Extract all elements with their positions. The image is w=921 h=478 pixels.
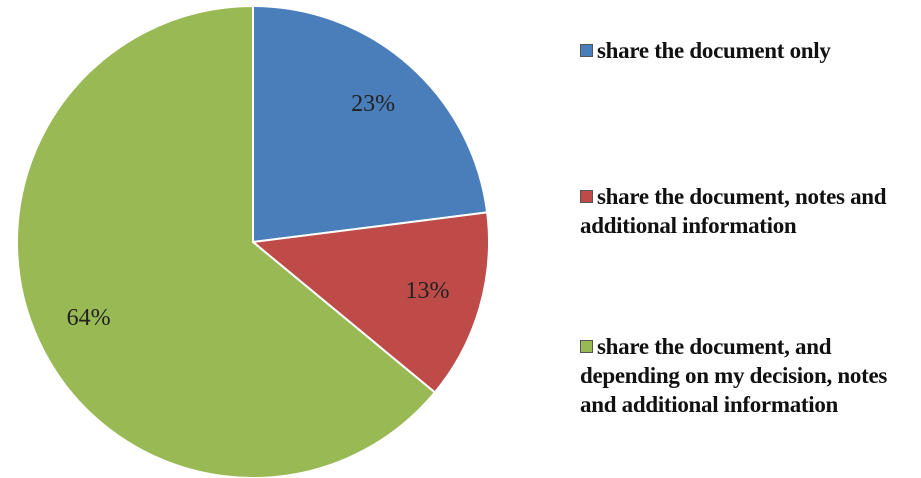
slice-label: 13% <box>406 278 450 304</box>
legend-swatch <box>580 44 593 57</box>
slice-label: 64% <box>67 305 111 331</box>
legend-label: share the document only <box>597 38 831 63</box>
legend-swatch <box>580 340 593 353</box>
slice-label: 23% <box>351 91 395 117</box>
pie-slice <box>250 211 490 394</box>
legend-entry: share the document only <box>580 36 915 65</box>
legend-entry: share the document, notes and additional… <box>580 182 915 240</box>
legend-swatch <box>580 190 593 203</box>
legend-label: share the document, and depending on my … <box>580 334 888 417</box>
pie-slice <box>252 4 489 244</box>
pie-slice <box>16 4 437 478</box>
legend-label: share the document, notes and additional… <box>580 184 887 238</box>
legend-entry: share the document, and depending on my … <box>580 332 915 419</box>
pie-area: 23% 13% 64% <box>16 4 490 478</box>
